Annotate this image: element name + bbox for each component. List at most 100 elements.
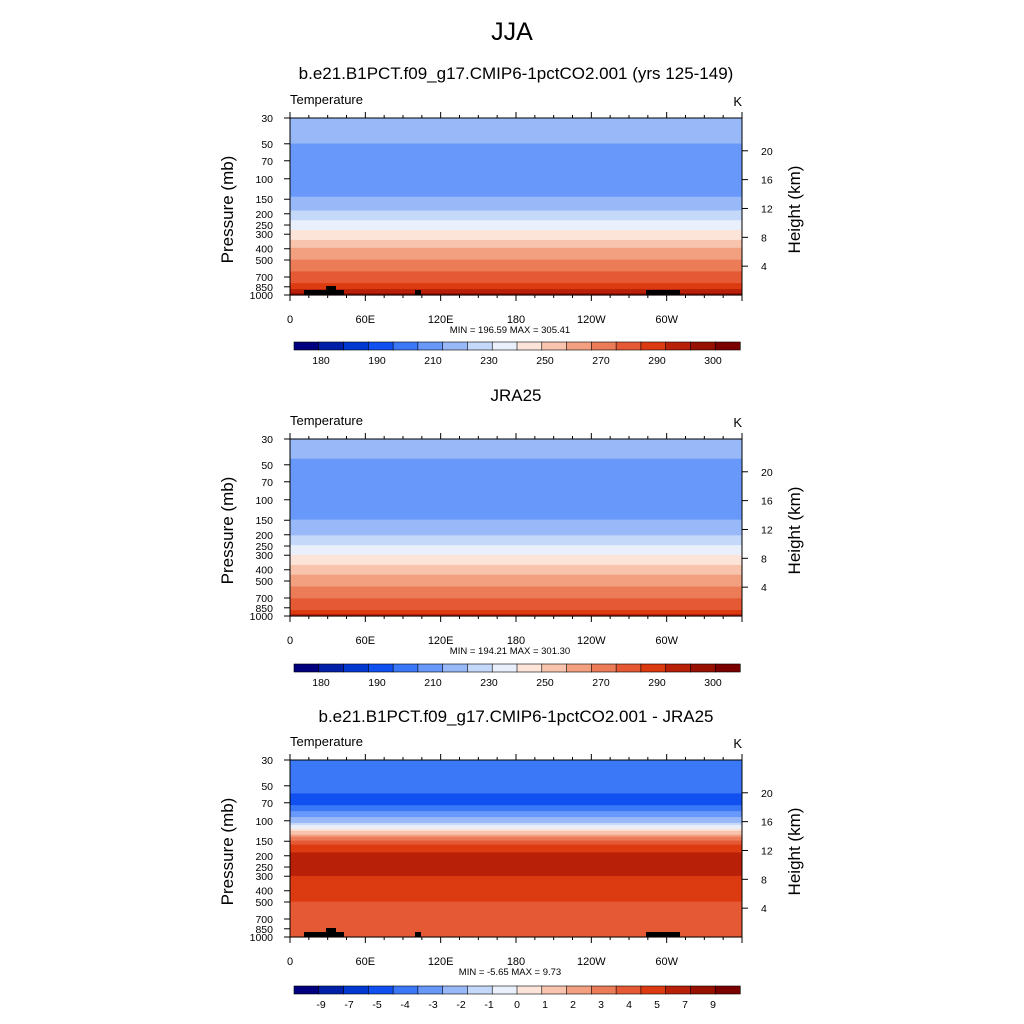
contour-band	[290, 279, 742, 282]
colorbar-swatch	[368, 341, 394, 351]
contour-band	[290, 820, 742, 824]
contour-band	[290, 830, 742, 834]
colorbar-label: 190	[368, 355, 386, 367]
height-tick-label: 16	[761, 817, 773, 829]
contour-band	[290, 885, 742, 889]
contour-band	[290, 496, 742, 499]
colorbar-swatch	[591, 341, 617, 351]
contour-band	[290, 907, 742, 911]
contour-band	[290, 190, 742, 194]
contour-band	[290, 541, 742, 544]
colorbar-label: 210	[424, 355, 442, 367]
height-tick-label: 4	[761, 582, 767, 594]
pressure-tick-label: 250	[255, 541, 273, 553]
contour-band	[290, 803, 742, 806]
contour-band	[290, 470, 742, 474]
pressure-axis-label: Pressure (mb)	[218, 156, 237, 264]
pressure-tick-label: 700	[255, 593, 273, 605]
contour-band	[290, 521, 742, 525]
height-tick-label: 16	[761, 496, 773, 508]
contour-band	[290, 836, 742, 840]
contour-band	[290, 819, 742, 822]
min-max-stats: MIN = 196.59 MAX = 305.41	[450, 325, 570, 336]
contour-band	[290, 767, 742, 771]
colorbar-swatch	[541, 341, 568, 351]
contour-band	[290, 862, 742, 865]
contour-band	[290, 444, 742, 448]
colorbar-label: 270	[592, 355, 610, 367]
colorbar-label: 180	[312, 677, 330, 689]
contour-band	[290, 141, 742, 145]
colorbar-swatch	[491, 985, 518, 995]
contour-band	[290, 905, 742, 909]
colorbar-swatch	[293, 663, 320, 673]
topography-mask	[326, 932, 336, 937]
colorbar-swatch	[516, 341, 543, 351]
pressure-tick-label: 850	[255, 282, 273, 294]
topography-mask	[646, 290, 680, 295]
contour-band	[290, 458, 742, 462]
contour-band	[290, 137, 742, 141]
colorbar-label: 300	[704, 355, 722, 367]
contour-band	[290, 271, 742, 274]
colorbar-swatch	[491, 341, 518, 351]
contour-band	[290, 263, 742, 267]
contour-band	[290, 255, 742, 259]
contour-band	[290, 488, 742, 491]
topography-mask	[326, 290, 336, 295]
colorbar-swatch	[318, 985, 345, 995]
pressure-tick-label: 70	[261, 156, 273, 168]
contour-band	[290, 807, 742, 810]
panel-3: b.e21.B1PCT.f09_g17.CMIP6-1pctCO2.001 - …	[218, 707, 804, 1011]
panel-2: JRA2530507010015020025030040050070085010…	[218, 386, 804, 689]
lon-tick-label: 60E	[356, 956, 376, 968]
contour-band	[290, 797, 742, 800]
colorbar-label: -7	[344, 999, 353, 1011]
contour-band	[290, 283, 742, 286]
contour-band	[290, 492, 742, 495]
contour-band	[290, 232, 742, 235]
pressure-tick-label: 400	[255, 565, 273, 577]
contour-band	[290, 480, 742, 483]
contour-band	[290, 133, 742, 137]
contour-band	[290, 257, 742, 261]
colorbar-swatch	[368, 663, 394, 673]
contour-band	[290, 123, 742, 127]
colorbar-label: 230	[480, 355, 498, 367]
pressure-tick-label: 70	[261, 477, 273, 489]
colorbar-swatch	[293, 985, 320, 995]
contour-band	[290, 870, 742, 873]
pressure-tick-label: 30	[261, 434, 273, 446]
lon-tick-label: 0	[287, 956, 293, 968]
topography-mask	[415, 290, 421, 295]
pressure-tick-label: 1000	[250, 611, 274, 623]
colorbar-swatch	[442, 341, 469, 351]
pressure-tick-label: 500	[255, 897, 273, 909]
contour-band	[290, 606, 742, 609]
colorbar-swatch	[591, 985, 617, 995]
colorbar-swatch	[516, 663, 543, 673]
pressure-axis-label: Pressure (mb)	[218, 477, 237, 585]
colorbar: 180 190 210 230 250 270 290 300	[293, 341, 741, 367]
contour-band	[290, 832, 742, 836]
colorbar-label: 250	[536, 355, 554, 367]
contour-band	[290, 876, 742, 879]
pressure-tick-label: 700	[255, 914, 273, 926]
contour-band	[290, 576, 742, 580]
contour-band	[290, 519, 742, 523]
contour-band	[290, 523, 742, 527]
contour-band	[290, 545, 742, 548]
contour-band	[290, 923, 742, 926]
contour-band	[290, 265, 742, 269]
contour-band	[290, 927, 742, 930]
contour-band	[290, 811, 742, 814]
colorbar-label: 250	[536, 677, 554, 689]
contour-band	[290, 868, 742, 871]
contour-band	[290, 509, 742, 513]
pressure-tick-label: 1000	[250, 290, 274, 302]
contour-band	[290, 161, 742, 164]
contour-band	[290, 503, 742, 507]
contour-band	[290, 482, 742, 485]
contour-band	[290, 580, 742, 584]
height-axis-label: Height (km)	[785, 166, 804, 254]
